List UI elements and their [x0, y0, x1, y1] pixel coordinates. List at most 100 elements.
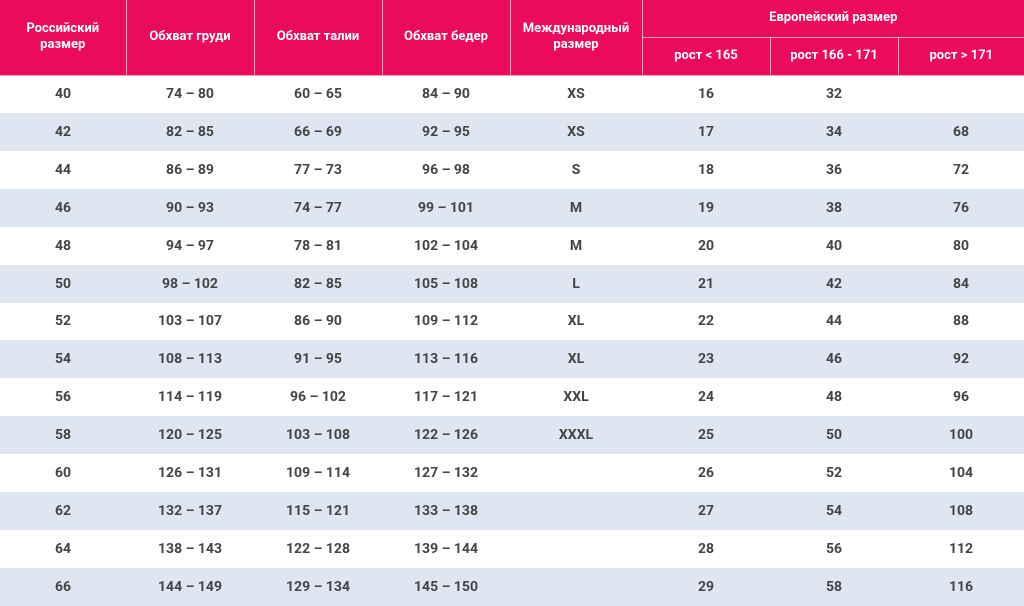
table-cell: 94 – 97: [166, 237, 214, 254]
table-cell: 46: [54, 199, 72, 216]
table-cell: 52: [54, 313, 72, 330]
table-cell: 103 – 108: [286, 427, 350, 444]
table-cell: 126 – 131: [158, 465, 222, 482]
table-cell: 114 – 119: [158, 389, 222, 406]
table-header: Российский размер Обхват груди Обхват тали…: [0, 0, 1024, 76]
header-row: рост < 165 рост 166 - 171 рост > 171: [0, 37, 1024, 76]
table-cell: 60: [54, 465, 72, 482]
column-header: Российский размер: [0, 0, 127, 76]
table-cell: 17: [697, 123, 715, 140]
table-cell: 100: [948, 427, 974, 444]
sub-header: рост > 171: [898, 37, 1024, 76]
table-cell: 138 – 143: [158, 541, 222, 558]
table-cell: 108 – 113: [158, 351, 222, 368]
table-cell: 19: [697, 199, 715, 216]
table-cell: 91 – 95: [294, 351, 342, 368]
table-cell: 22: [697, 313, 715, 330]
table-cell: 34: [825, 123, 843, 140]
sub-header: рост 166 - 171: [770, 37, 899, 76]
table-cell: 58: [825, 578, 843, 595]
table-cell: 99 – 101: [418, 199, 474, 216]
table-cell: 58: [54, 427, 72, 444]
table-cell: 44: [54, 161, 72, 178]
table-cell: 105 – 108: [414, 275, 478, 292]
table-cell: 50: [825, 427, 843, 444]
table-cell: [898, 75, 1024, 113]
table-cell: XXL: [563, 389, 589, 406]
table-cell: 98 – 102: [162, 275, 218, 292]
table-cell: 56: [825, 541, 843, 558]
table-cell: 36: [825, 161, 843, 178]
table-cell: 90 – 93: [166, 199, 214, 216]
table-cell: 96: [952, 389, 970, 406]
table-cell: 84: [952, 275, 970, 292]
table-cell: L: [572, 275, 580, 292]
table-cell: 66: [54, 578, 72, 595]
table-cell: 54: [825, 503, 843, 520]
table-cell: 88: [952, 313, 970, 330]
table-cell: 72: [952, 161, 970, 178]
table-cell: [510, 492, 642, 530]
table-cell: 66 – 69: [294, 123, 342, 140]
table-cell: XXXL: [558, 427, 594, 444]
table-cell: 68: [952, 123, 970, 140]
table-cell: 77 – 73: [294, 161, 342, 178]
table-cell: 62: [54, 503, 72, 520]
table-row: 40 74 – 80 60 – 65 84 – 90 XS 16 32: [0, 75, 1024, 113]
header-row: Российский размер Обхват груди Обхват тали…: [0, 0, 1024, 76]
table-cell: 115 – 121: [286, 503, 350, 520]
table-cell: 109 – 112: [414, 313, 478, 330]
table-row: 60 126 – 131 109 – 114 127 – 132 26 52 104: [0, 454, 1024, 492]
table-row: 42 82 – 85 66 – 69 92 – 95 XS 17 34 68: [0, 112, 1024, 151]
table-body: 40 74 – 80 60 – 65 84 – 90 XS 16 32 42 82 – 85 66…: [0, 75, 1024, 606]
table-cell: 24: [697, 389, 715, 406]
table-row: 58 120 – 125 103 – 108 122 – 126 XXXL 25 50 100: [0, 416, 1024, 455]
table-cell: 116: [948, 578, 974, 595]
group-header: Европейский размер: [642, 0, 1024, 38]
column-header: Обхват талии: [254, 0, 383, 76]
table-cell: 139 – 144: [414, 541, 478, 558]
table-cell: 132 – 137: [158, 503, 222, 520]
table-cell: M: [569, 237, 583, 254]
table-cell: 52: [825, 465, 843, 482]
table-cell: XL: [567, 351, 585, 368]
table-cell: 122 – 128: [286, 541, 350, 558]
table-cell: 86 – 89: [166, 161, 214, 178]
table-row: 64 138 – 143 122 – 128 139 – 144 28 56 112: [0, 530, 1024, 568]
table-cell: 25: [697, 427, 715, 444]
table-cell: 64: [54, 541, 72, 558]
table-cell: [510, 454, 642, 492]
table-cell: 92: [952, 351, 970, 368]
table-cell: 122 – 126: [414, 427, 478, 444]
table-cell: S: [571, 161, 581, 178]
table-cell: 20: [697, 237, 715, 254]
table-cell: 40: [54, 86, 72, 103]
table-cell: 60 – 65: [294, 86, 342, 103]
table-cell: 109 – 114: [286, 465, 350, 482]
table-cell: 54: [54, 351, 72, 368]
table-cell: [510, 568, 642, 606]
table-cell: 46: [825, 351, 843, 368]
table-cell: 103 – 107: [158, 313, 222, 330]
table-cell: 133 – 138: [414, 503, 478, 520]
table-cell: 18: [697, 161, 715, 178]
table-cell: 16: [697, 86, 715, 103]
column-header: Обхват бедер: [382, 0, 511, 76]
table-cell: 28: [697, 541, 715, 558]
table-cell: 56: [54, 389, 72, 406]
sub-header: рост < 165: [642, 37, 771, 76]
table-row: 44 86 – 89 77 – 73 96 – 98 S 18 36 72: [0, 151, 1024, 189]
table-cell: 74 – 80: [166, 86, 214, 103]
table-row: 52 103 – 107 86 – 90 109 – 112 XL 22 44 88: [0, 303, 1024, 341]
table-cell: 86 – 90: [294, 313, 342, 330]
table-cell: 21: [697, 275, 715, 292]
table-cell: 76: [952, 199, 970, 216]
table-cell: 50: [54, 275, 72, 292]
table-row: 54 108 – 113 91 – 95 113 – 116 XL 23 46 92: [0, 340, 1024, 379]
table-cell: M: [569, 199, 583, 216]
table-cell: [510, 530, 642, 568]
table-cell: 40: [825, 237, 843, 254]
table-row: 50 98 – 102 82 – 85 105 – 108 L 21 42 84: [0, 264, 1024, 303]
table-cell: 80: [952, 237, 970, 254]
